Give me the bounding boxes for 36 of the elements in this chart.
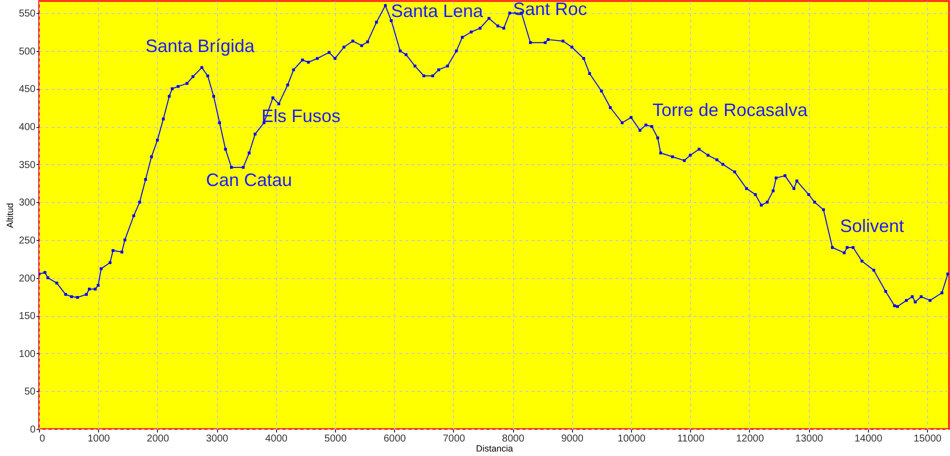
x-tick-label: 9000 (561, 434, 584, 444)
x-tick-label: 6000 (384, 434, 406, 444)
y-tick-label: 250 (18, 235, 36, 246)
y-tick-label: 100 (18, 348, 36, 360)
y-tick-label: 400 (18, 122, 36, 134)
annotation: Santa Brígida (145, 36, 256, 56)
x-tick-label: 3000 (206, 434, 229, 444)
y-tick-label: 50 (24, 386, 36, 398)
x-tick-label: 8000 (502, 434, 525, 444)
x-tick-label: 0 (40, 434, 46, 444)
y-axis-title: Altitud (4, 202, 15, 228)
x-tick-label: 7000 (442, 434, 466, 444)
x-tick-label: 4000 (265, 434, 288, 444)
y-tick-label: 500 (18, 46, 36, 58)
annotation: Solivent (840, 216, 904, 236)
y-tick-label: 0 (30, 424, 36, 436)
y-tick-label: 150 (18, 311, 36, 322)
annotation: Sant Roc (512, 0, 588, 19)
y-tick-label: 200 (18, 273, 36, 284)
x-tick-label: 13000 (795, 434, 824, 444)
x-tick-label: 14000 (854, 434, 883, 444)
annotation: Santa Lena (390, 1, 484, 21)
x-tick-label: 11000 (677, 434, 705, 444)
x-tick-label: 2000 (146, 434, 170, 444)
x-tick-label: 5000 (324, 434, 348, 444)
annotation: Torre de Rocasalva (652, 100, 809, 120)
y-tick-label: 350 (18, 160, 36, 171)
annotation: Can Catau (206, 170, 292, 190)
x-axis-title: Distancia (476, 444, 514, 454)
y-tick-label: 450 (18, 84, 36, 96)
y-tick-label: 550 (18, 8, 36, 20)
x-tick-label: 10000 (618, 434, 646, 444)
y-tick-label: 300 (18, 198, 36, 209)
x-tick-label: 15000 (914, 434, 942, 444)
x-tick-label: 1000 (88, 434, 110, 444)
x-tick-label: 12000 (736, 434, 764, 444)
